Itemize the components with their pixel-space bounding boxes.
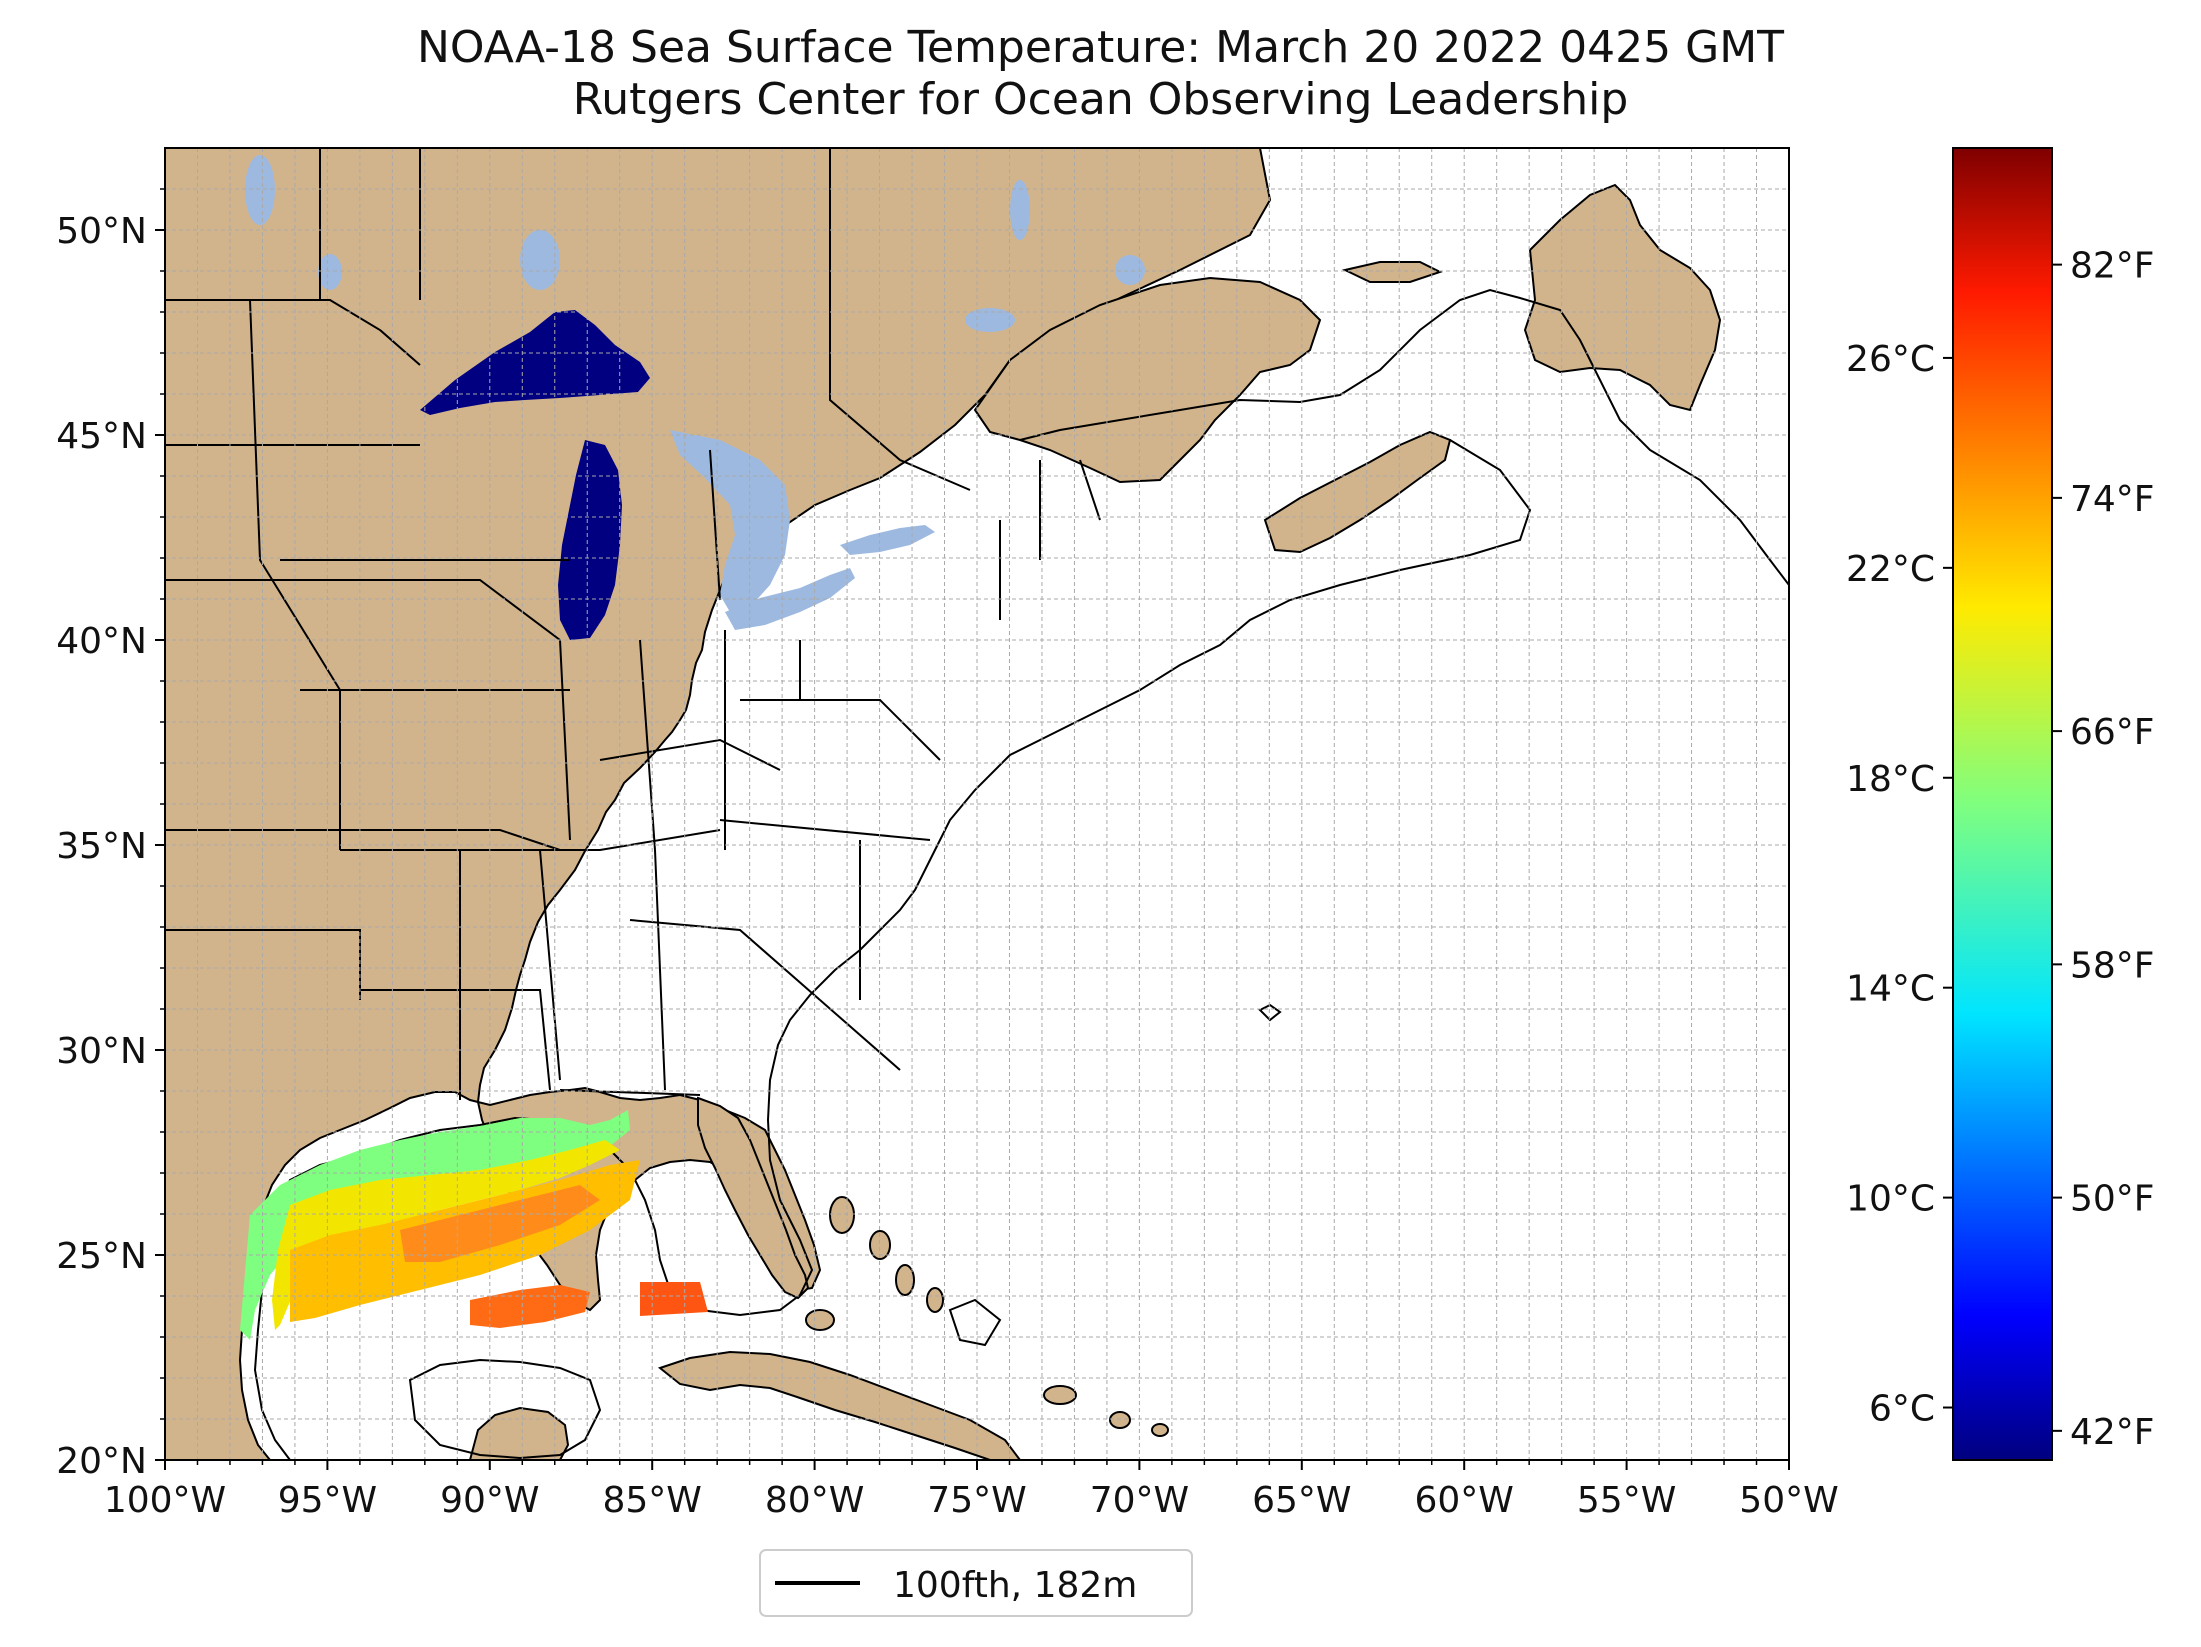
title-line-1: NOAA-18 Sea Surface Temperature: March 2… [416, 22, 1785, 73]
newfoundland-land [1523, 183, 1722, 412]
lon-tick-label: 95°W [278, 1480, 377, 1521]
lon-tick-label: 100°W [104, 1480, 226, 1521]
celsius-tick-label: 6°C [1869, 1389, 1935, 1430]
sst-shelf-yellow [272, 1140, 620, 1330]
sst-warm-patch-3 [640, 1282, 708, 1316]
lat-tick-label: 45°N [56, 416, 147, 457]
celsius-tick-label: 14°C [1846, 969, 1935, 1010]
legend-label: 100fth, 182m [893, 1565, 1137, 1606]
lat-tick-label: 40°N [56, 621, 147, 662]
lon-tick-label: 55°W [1577, 1480, 1676, 1521]
lake-michigan [558, 440, 622, 640]
florida-land [697, 1096, 810, 1300]
lon-tick-label: 70°W [1090, 1480, 1189, 1521]
fahrenheit-tick-label: 82°F [2070, 246, 2155, 287]
cuba-land [657, 1350, 1022, 1460]
celsius-tick-label: 26°C [1846, 339, 1935, 380]
maritimes-land [973, 276, 1322, 484]
lat-tick-label: 50°N [56, 211, 147, 252]
lat-tick-label: 20°N [56, 1441, 147, 1482]
colorbar-fahrenheit-ticks: 42°F 50°F 58°F 66°F 74°F 82°F [2052, 246, 2155, 1453]
small-lakes [245, 155, 1145, 332]
graticule [165, 148, 1789, 1460]
celsius-tick-label: 18°C [1846, 759, 1935, 800]
lake-superior [420, 310, 650, 415]
lon-tick-label: 80°W [765, 1480, 864, 1521]
lat-tick-label: 25°N [56, 1236, 147, 1277]
lon-tick-label: 60°W [1414, 1480, 1513, 1521]
colorbar: 6°C 10°C 14°C 18°C 22°C 26°C 42°F 50°F 58°F 66°F… [1846, 147, 2155, 1461]
anticosti-island [1341, 261, 1443, 283]
lon-tick-label: 65°W [1252, 1480, 1351, 1521]
lon-tick-label: 85°W [602, 1480, 701, 1521]
legend-box [759, 1549, 1193, 1617]
celsius-tick-label: 22°C [1846, 549, 1935, 590]
lake-ontario [840, 525, 935, 555]
lat-tick-label: 30°N [56, 1031, 147, 1072]
title-line-2: Rutgers Center for Ocean Observing Leade… [572, 74, 1629, 125]
longitude-axis: 100°W 95°W 90°W 85°W 80°W 75°W 70°W 65°W 60°W 55°… [104, 1460, 1839, 1521]
sst-swath [240, 1110, 708, 1340]
bahamas-islands [805, 1196, 1169, 1437]
fahrenheit-tick-label: 58°F [2070, 945, 2155, 986]
legend: 100fth, 182m [759, 1549, 1193, 1617]
nova-scotia-land [1263, 430, 1452, 554]
colorbar-celsius-ticks: 6°C 10°C 14°C 18°C 22°C 26°C [1846, 339, 1953, 1430]
celsius-tick-label: 10°C [1846, 1179, 1935, 1220]
fahrenheit-tick-label: 66°F [2070, 712, 2155, 753]
yucatan-land [468, 1406, 570, 1460]
fahrenheit-tick-label: 74°F [2070, 479, 2155, 520]
chart-title: NOAA-18 Sea Surface Temperature: March 2… [0, 22, 2201, 126]
map-panel [165, 148, 1789, 1460]
sst-warm-patch-1 [400, 1185, 600, 1262]
lon-tick-label: 75°W [927, 1480, 1026, 1521]
lon-tick-label: 50°W [1739, 1480, 1838, 1521]
latitude-axis: 20°N 25°N 30°N 35°N 40°N 45°N 50°N [56, 188, 165, 1482]
fahrenheit-tick-label: 42°F [2070, 1412, 2155, 1453]
lat-tick-label: 35°N [56, 826, 147, 867]
fahrenheit-tick-label: 50°F [2070, 1179, 2155, 1220]
lon-tick-label: 90°W [440, 1480, 539, 1521]
political-borders [165, 148, 1101, 1100]
colorbar-gradient [1952, 147, 2053, 1461]
